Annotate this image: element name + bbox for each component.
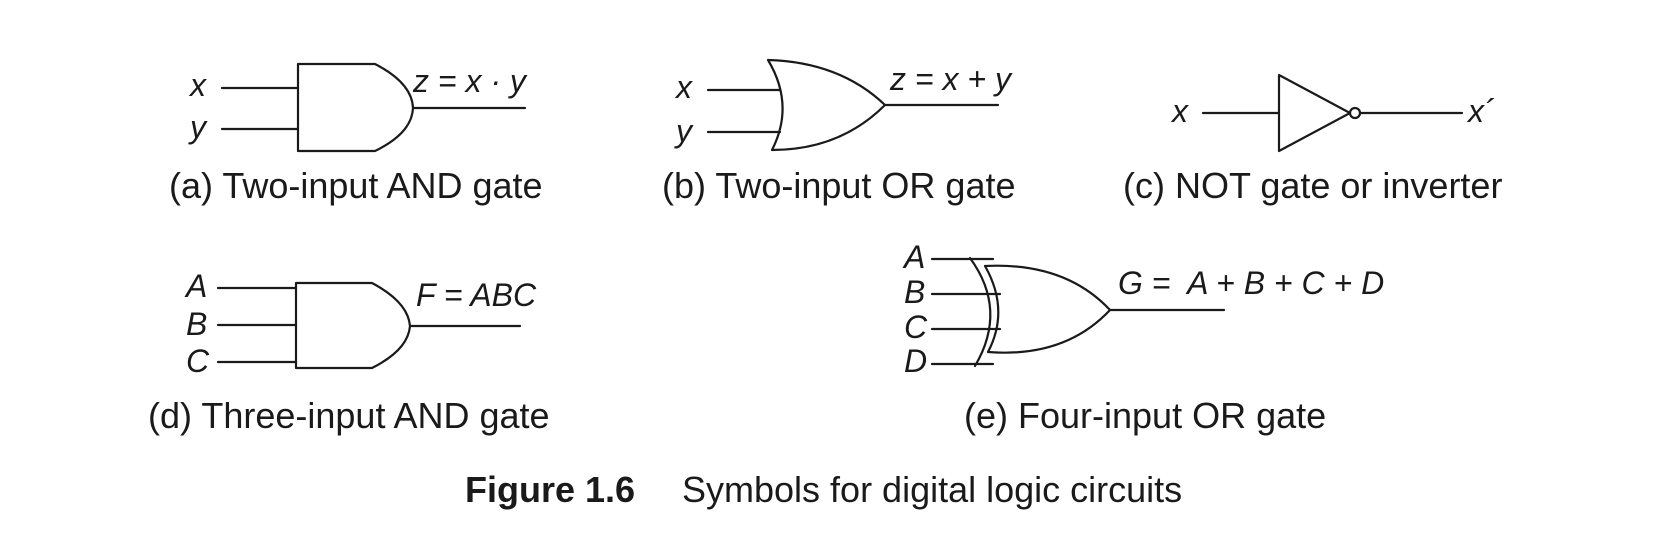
and3-gate-body: [294, 281, 412, 370]
or4-input-d-label: D: [904, 343, 927, 379]
and-gate-two-input: x y z = x · y (a) Two-input AND gate: [169, 62, 543, 206]
and3-input-b-label: B: [186, 306, 207, 342]
or4-input-a-label: A: [902, 239, 925, 275]
or2-output-label: z = x + y: [889, 61, 1013, 97]
figure-number: Figure 1.6: [465, 469, 635, 510]
and-gate-three-input: A B C F = ABC (d) Three-input AND gate: [148, 268, 550, 436]
caption-d: (d) Three-input AND gate: [148, 395, 550, 436]
and3-output-label: F = ABC: [416, 277, 537, 313]
caption-b: (b) Two-input OR gate: [662, 165, 1016, 206]
or4-gate-body: [983, 264, 1112, 354]
not-gate: x x´ (c) NOT gate or inverter: [1123, 73, 1502, 206]
not-output-label: x´: [1466, 93, 1495, 129]
caption-e: (e) Four-input OR gate: [964, 395, 1326, 436]
and2-gate-body: [296, 62, 415, 153]
not-gate-triangle: [1277, 73, 1352, 153]
not-input-label: x: [1170, 93, 1189, 129]
caption-c: (c) NOT gate or inverter: [1123, 165, 1502, 206]
or2-input-y-label: y: [674, 113, 694, 149]
and3-input-a-label: A: [184, 268, 207, 304]
or2-gate-body: [766, 58, 887, 152]
and2-input-y-label: y: [188, 109, 208, 145]
and3-input-c-label: C: [186, 343, 210, 379]
or4-input-b-label: B: [904, 274, 925, 310]
figure-title: Symbols for digital logic circuits: [682, 469, 1182, 510]
and2-output-label: z = x · y: [412, 63, 528, 99]
or-gate-four-input: A B C D G = A + B + C + D (e) Four-input…: [902, 239, 1384, 436]
or-gate-two-input: x y z = x + y (b) Two-input OR gate: [662, 58, 1016, 206]
caption-a: (a) Two-input AND gate: [169, 165, 543, 206]
or4-output-label: G = A + B + C + D: [1118, 265, 1384, 301]
not-inversion-bubble: [1348, 106, 1362, 120]
or4-input-c-label: C: [904, 309, 928, 345]
figure-caption: Figure 1.6 Symbols for digital logic cir…: [465, 469, 1182, 510]
or2-input-x-label: x: [674, 69, 693, 105]
or4-back-arc-extension: [968, 256, 992, 368]
and2-input-x-label: x: [188, 67, 207, 103]
